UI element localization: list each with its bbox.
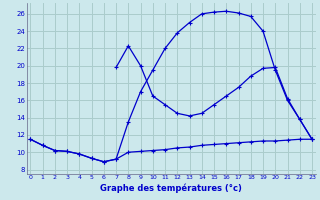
X-axis label: Graphe des températures (°c): Graphe des températures (°c) [100,183,242,193]
